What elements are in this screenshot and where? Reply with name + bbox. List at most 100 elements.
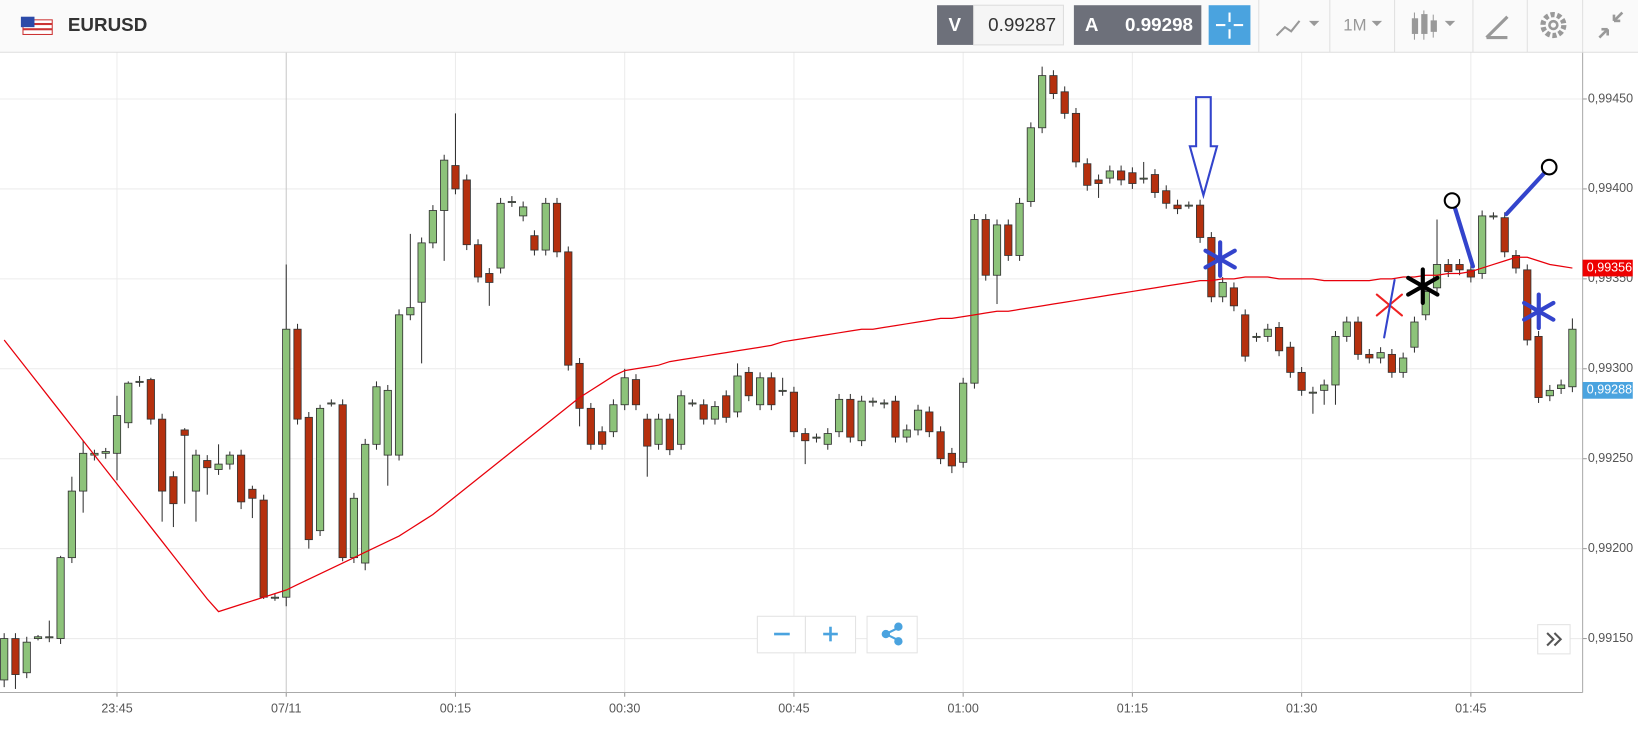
candle-body [609, 404, 618, 433]
candle-body [598, 431, 607, 445]
x-tick-label: 01:15 [1117, 702, 1148, 716]
candle-body [1455, 264, 1464, 271]
candle-body [282, 328, 291, 598]
plus-icon [823, 626, 838, 642]
candle-body [620, 377, 629, 406]
candle-body [834, 398, 844, 433]
x-tick-label: 01:45 [1455, 702, 1486, 716]
candle-type-button[interactable] [1411, 10, 1456, 40]
candle-body [304, 416, 313, 541]
candle-body [67, 490, 76, 559]
candle-body [1444, 264, 1453, 273]
candle-body [1331, 335, 1340, 386]
candle-body [925, 411, 934, 433]
bid-button[interactable] [937, 5, 974, 45]
candle-body [902, 429, 911, 438]
candle-body [462, 179, 471, 246]
candle-body [722, 395, 731, 418]
circle-annotation [1443, 192, 1461, 209]
share-button[interactable] [866, 615, 918, 654]
candle-body [1286, 346, 1295, 373]
candle-body [473, 244, 483, 278]
candle-body [1274, 326, 1284, 352]
candle-body [496, 202, 505, 269]
candle-body [1083, 163, 1092, 186]
candle-body [767, 377, 776, 406]
candle-body [947, 452, 956, 467]
bid-box[interactable] [973, 4, 1064, 46]
candle-body [327, 402, 336, 405]
candle-body [1117, 170, 1126, 181]
candle-body [913, 409, 923, 431]
candle-body [191, 454, 201, 492]
candle-body [981, 219, 990, 276]
candle-body [33, 636, 43, 639]
candle-body [214, 463, 223, 470]
candle-body [778, 389, 787, 392]
toolbar: EURUSD V 0.99287 A 0.99298 1M [0, 0, 1638, 53]
y-tick-label: 0,99300 [1588, 361, 1633, 375]
candle-body [1184, 204, 1193, 207]
candle-body [1511, 255, 1521, 269]
candle-body [1387, 353, 1396, 373]
candle-body [1196, 204, 1205, 238]
line-annotation [1453, 206, 1476, 269]
candle-body [1241, 314, 1250, 357]
candle-body [688, 402, 697, 405]
y-tick-label: 0,99150 [1588, 631, 1633, 645]
timeframe[interactable]: 1M [1343, 16, 1366, 35]
x-tick-label: 01:00 [947, 702, 978, 716]
candle-body [451, 165, 460, 190]
candle-body [1004, 224, 1013, 256]
draw-button[interactable] [1485, 15, 1509, 40]
price-tag [1582, 259, 1633, 277]
line-annotation [1504, 171, 1547, 217]
candle-body [801, 433, 810, 442]
asterisk-annotation [1406, 267, 1440, 306]
candle-body [541, 202, 550, 251]
candle-body [519, 206, 528, 217]
candle-body [857, 400, 866, 442]
candle-body [1015, 202, 1024, 256]
settings-button[interactable] [1540, 12, 1567, 39]
candle-body [1218, 282, 1227, 298]
candle-body [79, 452, 88, 492]
candle-body [1478, 215, 1487, 274]
candle-body [1049, 75, 1058, 95]
candle-body [1365, 353, 1374, 359]
candle-body [677, 395, 686, 445]
flag-icon [20, 16, 53, 35]
candle-body [383, 389, 392, 456]
candle-body [992, 224, 1002, 276]
ask-button[interactable] [1073, 5, 1202, 45]
candle-body [891, 400, 900, 438]
candle-body [1320, 384, 1329, 391]
candle-body [1545, 389, 1554, 397]
candle-body [1376, 352, 1385, 359]
candle-body [665, 418, 674, 451]
candle-body [1568, 328, 1577, 388]
candle-body [631, 379, 641, 406]
y-tick-label: 0,99200 [1588, 541, 1633, 555]
x-tick-label: 23:45 [101, 702, 132, 716]
candle-body [248, 488, 257, 499]
candle-body [11, 638, 20, 675]
candle-body [1139, 177, 1148, 180]
crosshair-button[interactable] [1208, 5, 1251, 45]
candle-body [0, 638, 9, 681]
collapse-button[interactable] [1598, 11, 1624, 39]
candle-body [1060, 91, 1069, 114]
candle-body [428, 210, 437, 244]
candle-body [530, 235, 539, 251]
chart-type-button[interactable] [1275, 20, 1320, 37]
candle-body [1026, 127, 1035, 202]
candle-body [225, 454, 234, 465]
y-tick-label: 0,99400 [1588, 181, 1633, 195]
candle-body [22, 641, 31, 674]
line-annotation [1383, 278, 1396, 339]
candle-body [372, 386, 381, 445]
asterisk-annotation [1203, 240, 1237, 278]
separators [1258, 0, 1584, 53]
